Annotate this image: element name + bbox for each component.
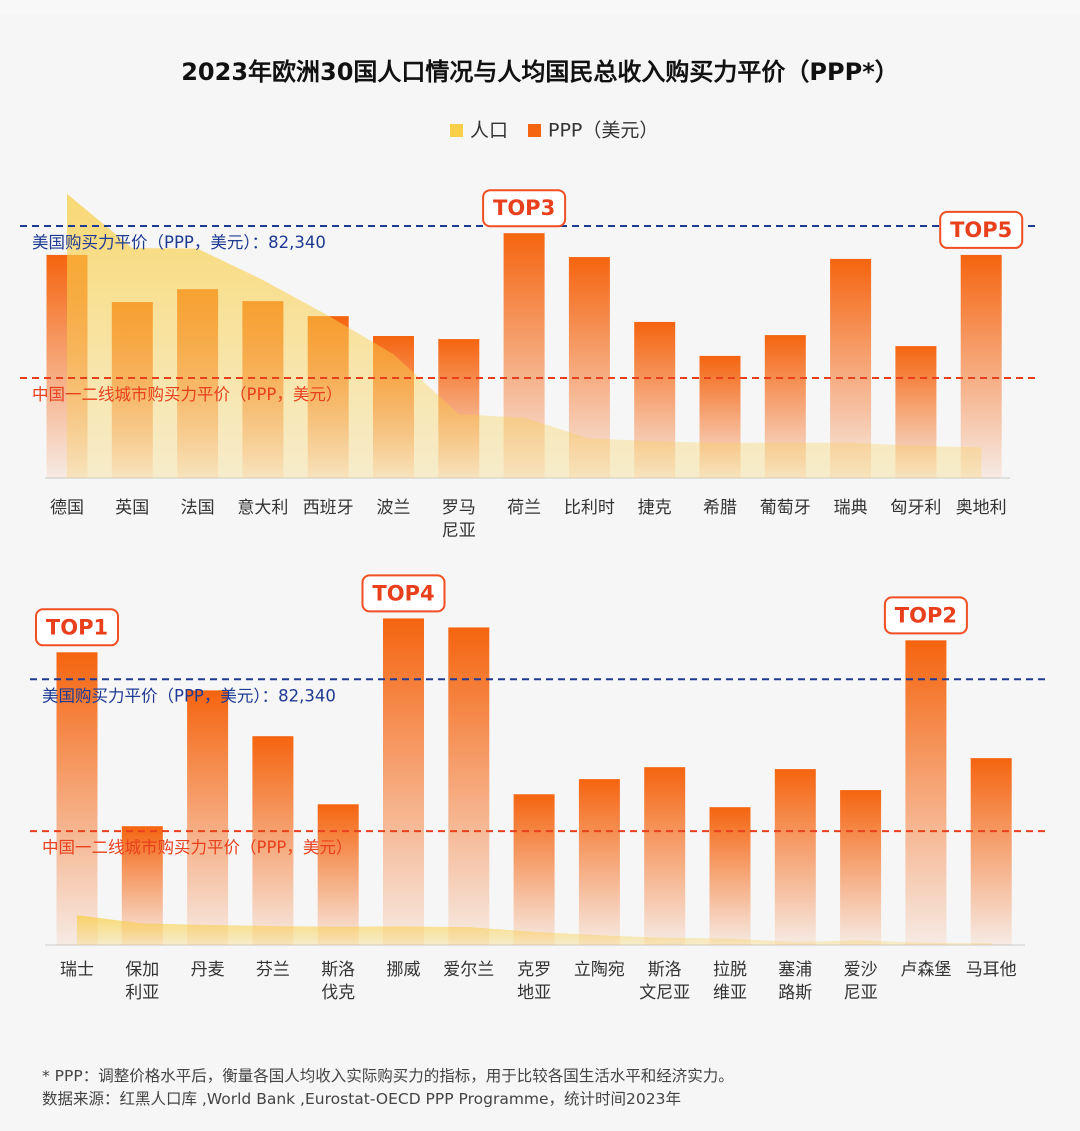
legend-swatch	[528, 124, 542, 137]
x-tick-label: 塞浦 路斯	[778, 960, 813, 1003]
reference-label-text: 美国购买力平价（PPP，美元）：	[42, 686, 278, 705]
reference-label: 中国一二线城市购买力平价（PPP，美元）	[42, 838, 352, 857]
x-tick-label: 芬兰	[255, 960, 290, 980]
reference-label: 中国一二线城市购买力平价（PPP，美元）	[32, 384, 342, 403]
bar	[644, 767, 686, 945]
area	[67, 193, 982, 478]
badge-box	[482, 189, 567, 228]
x-tick-label: 荷兰	[507, 498, 542, 518]
x-tick-label: 葡萄牙	[759, 498, 811, 518]
chart-title: 2023年欧洲30国人口情况与人均国民总收入购买力平价（PPP*）	[181, 58, 899, 86]
bar	[960, 254, 1002, 478]
bar	[448, 627, 490, 945]
x-tick-label: 马耳他	[965, 960, 1017, 980]
x-tick-label: 斯洛 伐克	[321, 960, 356, 1003]
x-tick-label: 捷克	[637, 498, 672, 518]
badge-text: TOP3	[493, 196, 555, 220]
badge-text: TOP4	[372, 581, 434, 605]
x-tick-label: 拉脱 维亚	[713, 960, 747, 1003]
bar	[383, 618, 424, 945]
legend-label: 人口	[470, 120, 508, 142]
area	[77, 915, 992, 945]
bar	[774, 769, 816, 945]
x-tick-label: 爱尔兰	[443, 960, 495, 980]
x-tick-label: 卢森堡	[900, 960, 952, 980]
legend-label: PPP（美元）	[548, 120, 658, 142]
x-tick-label: 丹麦	[190, 960, 225, 980]
bar	[970, 758, 1012, 945]
badge-box	[361, 574, 446, 613]
reference-value: 82,340	[268, 233, 326, 252]
x-tick-label: 斯洛 文尼亚	[639, 960, 691, 1003]
reference-label-text: 美国购买力平价（PPP，美元）：	[32, 233, 268, 252]
bar	[513, 794, 555, 945]
x-tick-label: 克罗 地亚	[517, 960, 552, 1003]
x-tick-label: 英国	[115, 498, 150, 518]
badge-box	[883, 596, 968, 635]
legend-swatch	[450, 124, 463, 137]
x-tick-label: 匈牙利	[890, 498, 942, 518]
x-tick-label: 立陶宛	[573, 960, 625, 980]
bar	[56, 652, 98, 945]
source: 数据来源：红黑人口库 ,World Bank ,Eurostat-OECD PP…	[42, 1090, 681, 1108]
x-tick-label: 西班牙	[302, 498, 354, 518]
bar	[830, 258, 872, 478]
badge-box	[939, 210, 1024, 249]
x-tick-label: 波兰	[376, 498, 411, 518]
reference-label: 美国购买力平价（PPP，美元）：82,340	[32, 233, 326, 252]
x-tick-label: 瑞士	[60, 960, 94, 980]
x-tick-label: 保加 利亚	[125, 960, 160, 1003]
x-tick-label: 爱沙 尼亚	[843, 960, 878, 1003]
reference-value: 82,340	[278, 686, 336, 705]
badge-text: TOP5	[950, 218, 1012, 242]
x-tick-label: 挪威	[386, 960, 421, 980]
bar	[187, 690, 229, 945]
x-tick-label: 法国	[180, 498, 215, 518]
x-tick-label: 比利时	[563, 498, 615, 518]
x-tick-label: 瑞典	[833, 498, 868, 518]
bar	[905, 640, 947, 945]
bar	[709, 807, 751, 945]
x-tick-label: 罗马 尼亚	[441, 498, 476, 541]
reference-label: 美国购买力平价（PPP，美元）：82,340	[42, 686, 336, 705]
badge-text: TOP1	[46, 615, 108, 639]
x-tick-label: 意大利	[237, 498, 289, 518]
bar	[317, 804, 359, 945]
reference-label-text: 中国一二线城市购买力平价（PPP，美元）	[32, 384, 342, 403]
badge-text: TOP2	[895, 603, 957, 627]
reference-label-text: 中国一二线城市购买力平价（PPP，美元）	[42, 838, 352, 857]
x-tick-label: 奥地利	[955, 498, 1007, 518]
bar	[840, 790, 882, 945]
badge-box	[35, 608, 119, 647]
footnote: * PPP：调整价格水平后，衡量各国人均收入实际购买力的指标，用于比较各国生活水…	[42, 1067, 734, 1085]
bar	[578, 779, 620, 945]
x-tick-label: 希腊	[703, 498, 737, 518]
x-tick-label: 德国	[50, 498, 84, 518]
bar	[252, 736, 294, 945]
